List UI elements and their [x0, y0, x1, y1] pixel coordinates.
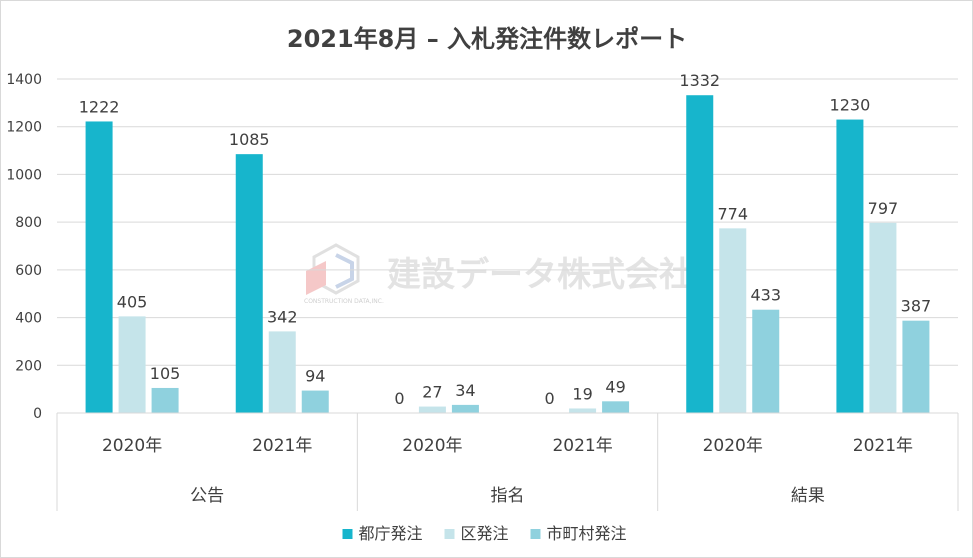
data-label: 105 [150, 364, 181, 383]
data-label: 405 [117, 292, 148, 311]
bar [719, 228, 747, 413]
legend-label: 区発注 [461, 524, 509, 543]
data-label: 797 [868, 199, 899, 218]
data-label: 49 [605, 377, 625, 396]
y-tick-label: 400 [15, 311, 42, 327]
bar [85, 121, 113, 414]
bar [418, 406, 446, 413]
data-label: 94 [305, 367, 325, 386]
legend-swatch [530, 529, 541, 539]
bar [836, 119, 864, 414]
bar [301, 390, 329, 413]
bar [118, 316, 146, 413]
bar [869, 222, 897, 413]
x-group-label: 結果 [791, 486, 825, 506]
watermark-small-text: CONSTRUCTION DATA,INC. [304, 298, 384, 305]
data-label: 1222 [79, 97, 120, 116]
data-label: 342 [267, 307, 298, 326]
x-tick-label: 2021年 [853, 436, 913, 456]
data-label: 1332 [679, 71, 720, 90]
bar [686, 95, 714, 414]
bars [85, 95, 930, 414]
gridlines [57, 78, 958, 366]
y-tick-label: 200 [15, 358, 42, 374]
data-label: 27 [422, 383, 442, 402]
bar [235, 154, 263, 413]
bar [151, 387, 179, 413]
y-tick-label: 1200 [6, 120, 42, 136]
y-tick-label: 1000 [6, 167, 42, 183]
bar [602, 401, 630, 413]
y-tick-label: 600 [15, 263, 42, 279]
y-axis-labels: 0 200 400 600 800 1000 1200 1400 [6, 72, 42, 422]
watermark-text: 建設データ株式会社 [387, 255, 693, 295]
data-labels: 1222 405 105 1085 342 94 0 27 34 0 19 49 1332 774 433 1… [79, 71, 931, 408]
legend: 都庁発注 区発注 市町村発注 [342, 524, 627, 543]
x-tick-label: 2021年 [552, 436, 612, 456]
y-tick-label: 0 [33, 406, 42, 422]
bar [569, 408, 597, 413]
data-label: 433 [750, 286, 781, 305]
data-label: 0 [394, 389, 404, 408]
y-tick-label: 800 [15, 215, 42, 231]
data-label: 34 [455, 381, 475, 400]
chart-title: 2021年8月 – 入札発注件数レポート [287, 25, 687, 53]
data-label: 1085 [229, 130, 270, 149]
data-label: 387 [901, 297, 932, 316]
x-tick-label: 2021年 [252, 436, 312, 456]
bar [268, 331, 296, 413]
x-tick-label: 2020年 [402, 436, 462, 456]
x-tick-label: 2020年 [102, 436, 162, 456]
y-tick-label: 1400 [6, 72, 42, 88]
data-label: 0 [544, 389, 554, 408]
bar [752, 309, 780, 413]
legend-swatch [342, 529, 353, 539]
legend-label: 都庁発注 [359, 524, 423, 543]
data-label: 774 [717, 204, 748, 223]
x-group-label: 公告 [190, 486, 224, 506]
bar [902, 320, 930, 413]
x-tick-label: 2020年 [703, 436, 763, 456]
x-group-label: 指名 [491, 486, 525, 506]
bar [451, 404, 479, 413]
legend-swatch [444, 529, 455, 539]
data-label: 19 [572, 384, 592, 403]
watermark-logo: 建設データ株式会社 CONSTRUCTION DATA,INC. [304, 243, 693, 305]
legend-label: 市町村発注 [547, 524, 627, 543]
data-label: 1230 [830, 96, 871, 115]
